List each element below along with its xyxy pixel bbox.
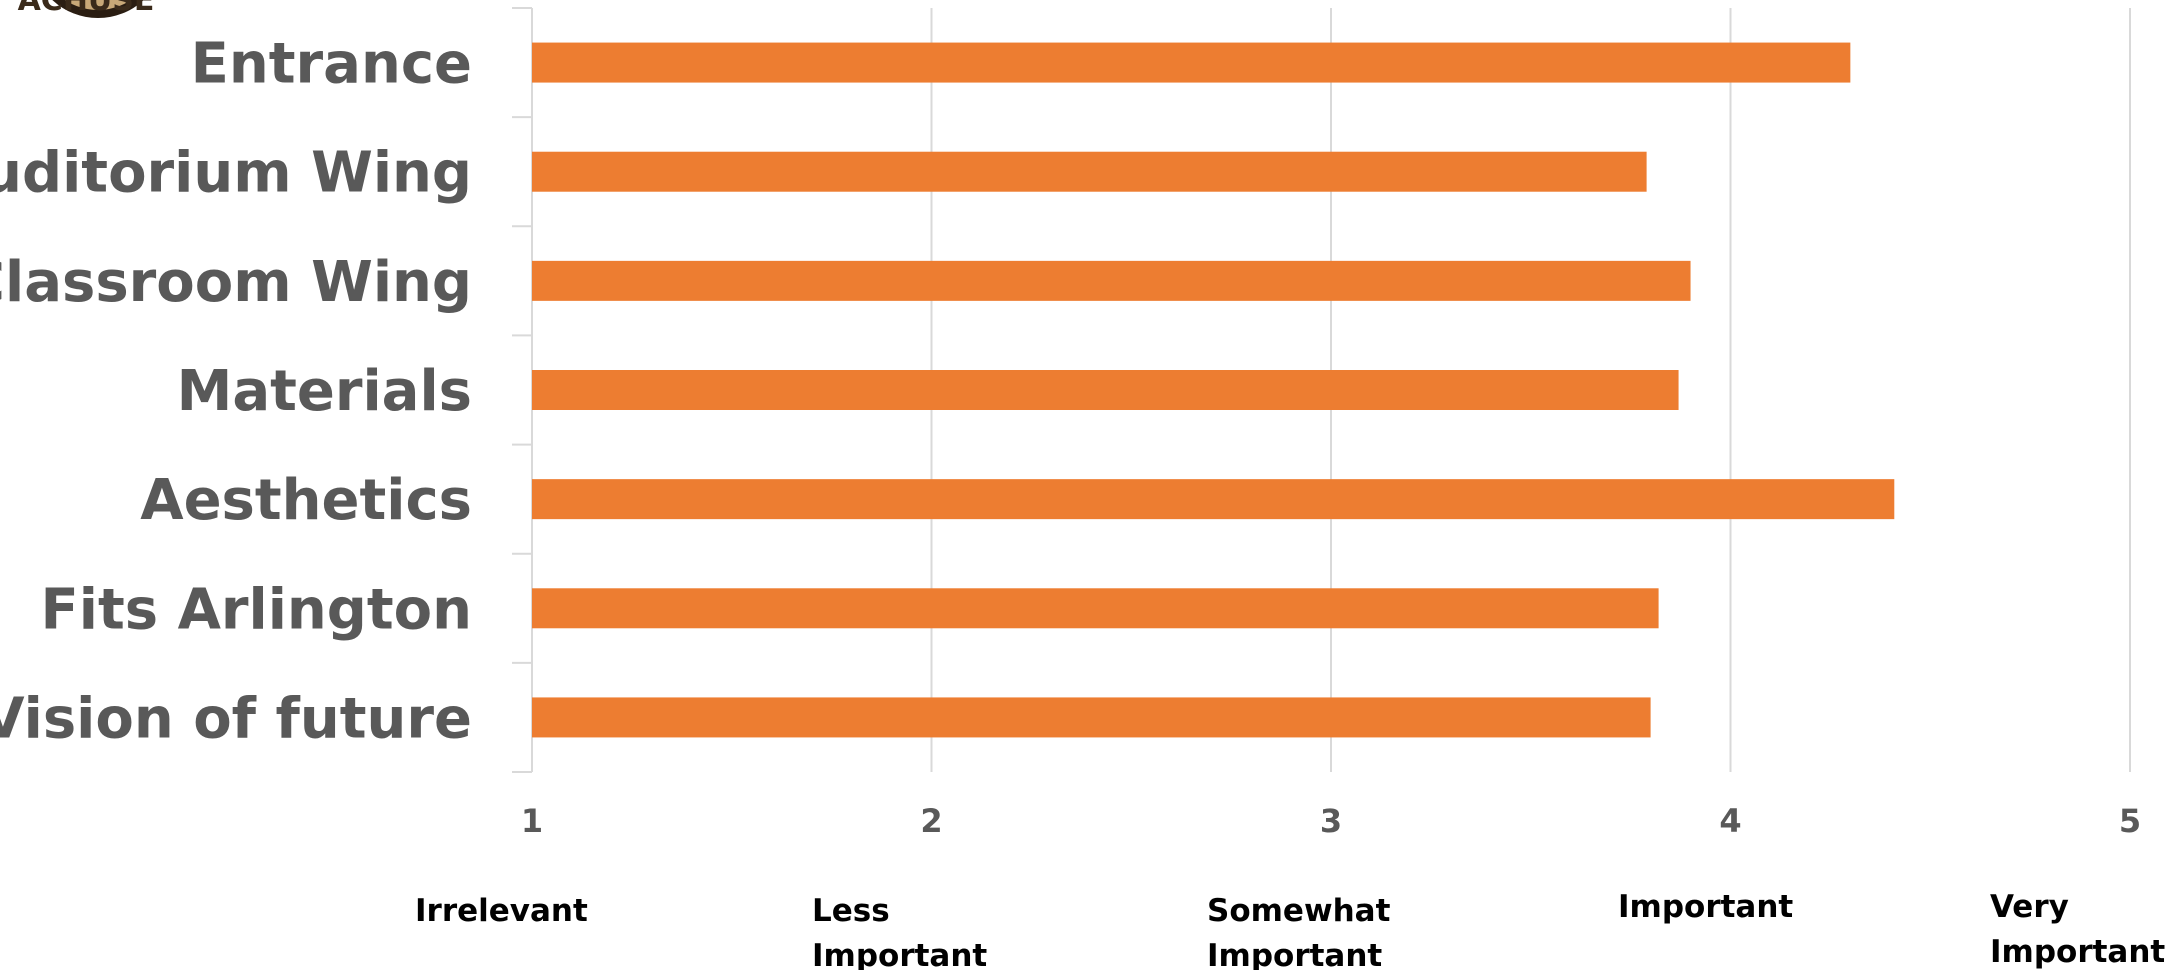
x-tick-labels: 1 2 3 4 5 — [521, 802, 2141, 840]
category-label-vision-of-future: Vision of future — [0, 686, 472, 751]
x-tick-description-4: Important — [1618, 889, 1793, 925]
x-tick-description-line: Important — [1207, 938, 1382, 970]
x-tick-label-2: 2 — [920, 802, 942, 840]
x-tick-label-4: 4 — [1719, 802, 1741, 840]
bar-materials — [532, 370, 1679, 410]
x-tick-description-line: Irrelevant — [415, 893, 588, 929]
category-label-classroom-wing: Classroom Wing — [0, 250, 472, 315]
x-tick-description-line: Somewhat — [1207, 893, 1391, 929]
category-label-aesthetics: Aesthetics — [140, 468, 472, 533]
bar-aesthetics — [532, 479, 1895, 520]
x-tick-descriptions: Irrelevant Less Important Somewhat Important… — [415, 889, 2165, 970]
category-label-materials: Materials — [177, 359, 472, 424]
x-tick-description-3: Somewhat Important — [1207, 893, 1391, 970]
category-label-fits-arlington: Fits Arlington — [41, 577, 472, 642]
y-axis — [512, 7, 533, 773]
x-tick-description-line: Less — [812, 893, 890, 929]
x-tick-description-1: Irrelevant — [415, 893, 588, 929]
x-tick-description-2: Less Important — [812, 893, 987, 970]
x-tick-description-line: Very — [1990, 889, 2069, 925]
bar-vision-of-future — [532, 697, 1651, 738]
logo-seal-text: ACHUSE — [18, 0, 155, 18]
x-tick-description-line: Important — [1990, 934, 2165, 970]
bar-auditorium-wing — [532, 151, 1647, 192]
bar-fits-arlington — [532, 588, 1659, 629]
category-labels: Entrance Auditorium Wing Classroom Wing Mat… — [0, 32, 472, 752]
x-tick-description-line: Important — [1618, 889, 1793, 925]
category-label-entrance: Entrance — [191, 32, 472, 97]
logo-seal: ACHUSE — [18, 0, 155, 18]
bar-entrance — [532, 42, 1851, 83]
bar-classroom-wing — [532, 260, 1691, 301]
bars — [532, 42, 1895, 738]
x-tick-label-3: 3 — [1320, 802, 1342, 840]
x-tick-label-5: 5 — [2119, 802, 2141, 840]
x-tick-description-5: Very Important — [1990, 889, 2165, 970]
logo-seal-inner — [65, 0, 131, 10]
category-label-auditorium-wing: Auditorium Wing — [0, 141, 472, 206]
x-tick-description-line: Important — [812, 938, 987, 970]
x-tick-label-1: 1 — [521, 802, 543, 840]
